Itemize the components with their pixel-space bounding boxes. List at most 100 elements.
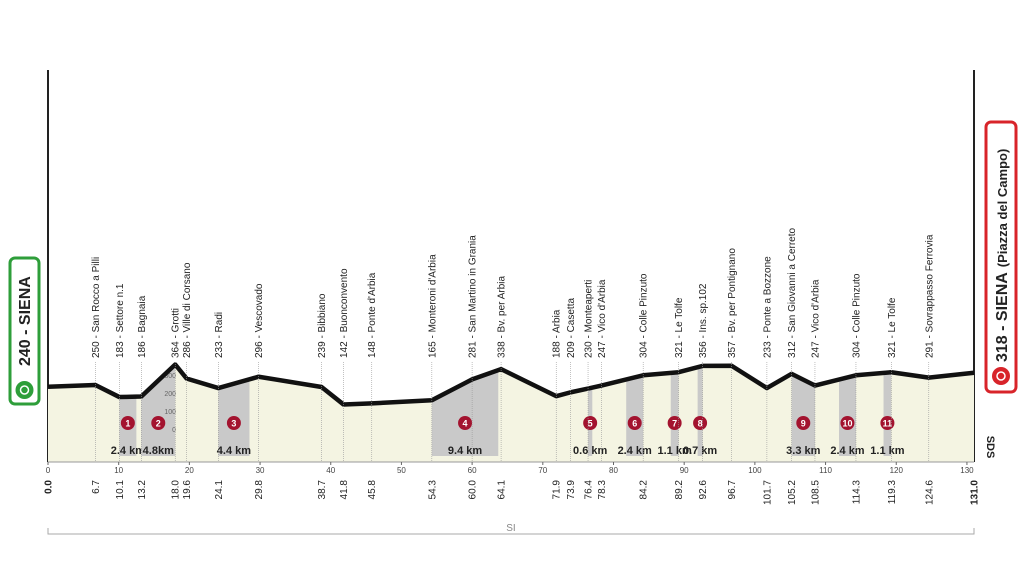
waypoint-label: 186 - Bagnaia (137, 295, 148, 358)
sector-band (883, 364, 892, 456)
finish-box (984, 120, 1018, 394)
sector-badge (226, 416, 241, 430)
waypoint-label: 304 - Colle Pinzuto (851, 273, 862, 358)
waypoint-label: 233 - Ponte a Bozzone (762, 256, 773, 358)
sector-length: 0.7 km (683, 445, 717, 457)
x-tick-label: 130 (960, 466, 974, 475)
start-label: 240 - SIENA (17, 276, 34, 366)
start-icon-inner (19, 385, 30, 395)
km-label: 64.1 (497, 480, 508, 500)
km-label: 41.8 (339, 480, 350, 500)
y-tick-label: 200 (164, 391, 176, 398)
km-label: 76.4 (584, 480, 595, 500)
bracket (47, 528, 975, 535)
sector-number: 5 (588, 419, 593, 429)
km-label: 60.0 (468, 480, 479, 500)
km-label: 105.2 (787, 480, 798, 505)
km-label: 131.0 (970, 480, 981, 505)
km-label: 124.6 (924, 480, 935, 505)
waypoint-label: 183 - Settore n.1 (115, 283, 126, 358)
sector-badge (840, 416, 855, 430)
y-tick-label: 300 (164, 373, 176, 380)
start-icon (15, 381, 34, 399)
finish-icon-inner (996, 371, 1006, 381)
sector-number: 8 (698, 419, 703, 429)
km-label: 114.3 (851, 480, 862, 505)
waypoint-label: 233 - Radi (214, 312, 225, 358)
sector-band (588, 364, 593, 456)
sector-number: 6 (632, 419, 637, 429)
waypoint-label: 250 - San Rocco a Pilli (91, 257, 102, 358)
km-label: 89.2 (674, 480, 685, 500)
km-label: 96.7 (727, 480, 738, 500)
x-tick-label: 20 (185, 466, 194, 475)
km-label: 13.2 (137, 480, 148, 500)
x-tick-label: 0 (46, 466, 51, 475)
sector-length: 0.6 km (573, 445, 607, 457)
km-label: 38.7 (317, 480, 328, 500)
waypoint-label: 338 - Bv. per Arbia (497, 275, 508, 358)
waypoint-label: 286 - Ville di Corsano (182, 262, 193, 358)
y-tick-label: 100 (164, 409, 176, 416)
finish-label: 318 - SIENA (Piazza del Campo) (994, 149, 1011, 362)
sector-length: 3.3 km (786, 445, 820, 457)
km-label: 6.7 (91, 480, 102, 494)
sector-length: 4.4 km (217, 445, 251, 457)
sector-number: 9 (801, 419, 806, 429)
sector-badge (627, 416, 642, 430)
km-label: 84.2 (639, 480, 650, 500)
km-label: 19.6 (182, 480, 193, 500)
x-tick-label: 70 (538, 466, 547, 475)
km-label: 18.0 (171, 480, 182, 500)
waypoint-label: 165 - Monteroni d'Arbia (427, 254, 438, 358)
x-tick-label: 30 (256, 466, 265, 475)
sector-number: 1 (125, 419, 130, 429)
km-label: 108.5 (810, 480, 821, 505)
sector-length: 1.1 km (870, 445, 904, 457)
sector-length: 2.4 km (830, 445, 864, 457)
sector-badge (583, 416, 598, 430)
waypoint-label: 281 - San Martino in Grania (468, 235, 479, 358)
sector-number: 7 (672, 419, 677, 429)
sector-band (141, 364, 176, 456)
sector-number: 10 (842, 419, 852, 429)
x-tick-label: 120 (890, 466, 904, 475)
x-tick-label: 90 (680, 466, 689, 475)
start-box (8, 256, 41, 406)
sector-badge (796, 416, 811, 430)
waypoint-label: 312 - San Giovanni a Cerreto (787, 227, 798, 358)
sector-number: 4 (463, 419, 468, 429)
km-label: 78.3 (597, 480, 608, 500)
sector-number: 2 (156, 419, 161, 429)
km-label: 71.9 (552, 480, 563, 500)
waypoint-label: 239 - Bibbiano (317, 293, 328, 358)
sector-band (218, 364, 250, 456)
sector-badge (693, 416, 708, 430)
sector-band (431, 364, 499, 456)
sector-band (697, 364, 703, 456)
sector-length: 2.4 km (111, 445, 145, 457)
waypoint-label: 356 - Ins. sp.102 (698, 283, 709, 358)
profile-area (48, 364, 974, 462)
waypoint-label: 296 - Vescovado (254, 283, 265, 358)
waypoint-label: 230 - Monteaperti (584, 280, 595, 358)
sector-length: 2.4 km (618, 445, 652, 457)
waypoint-label: 247 - Vico d'Arbia (810, 279, 821, 358)
x-tick-label: 100 (748, 466, 762, 475)
waypoint-label: 321 - Le Tolfe (674, 297, 685, 358)
x-tick-label: 110 (819, 466, 832, 475)
finish-name: 318 - SIENA (994, 272, 1011, 362)
waypoint-label: 148 - Ponte d'Arbia (367, 272, 378, 358)
x-tick-label: 50 (397, 466, 406, 475)
km-label: 10.1 (115, 480, 126, 500)
x-tick-label: 60 (468, 466, 477, 475)
waypoint-label: 357 - Bv. per Pontignano (727, 248, 738, 358)
bracket-label: SI (506, 523, 515, 534)
sector-number: 11 (883, 419, 893, 429)
waypoint-label: 142 - Buonconvento (339, 268, 350, 358)
sector-badge (151, 416, 166, 430)
waypoint-label: 364 - Grotti (171, 308, 182, 358)
km-label: 29.8 (254, 480, 265, 500)
waypoint-label: 304 - Colle Pinzuto (639, 273, 650, 358)
